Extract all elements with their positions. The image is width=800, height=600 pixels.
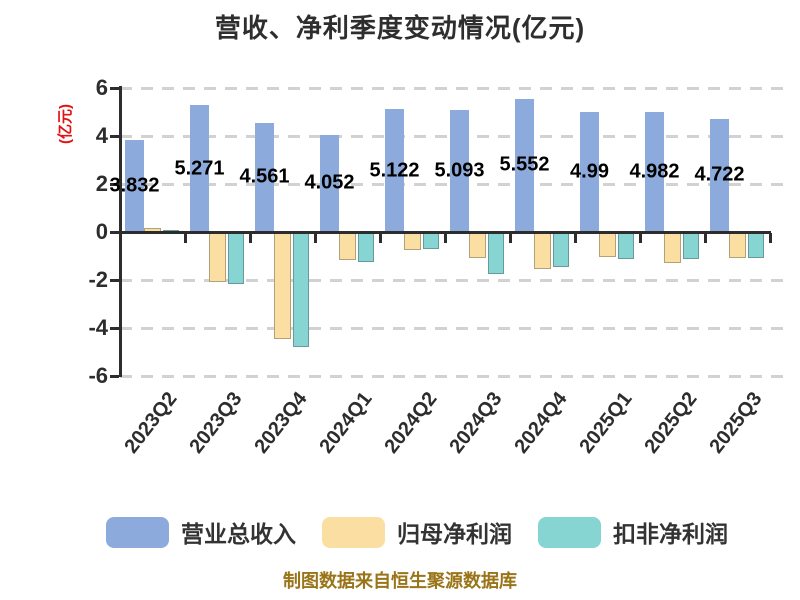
bar-segment — [645, 112, 664, 232]
x-tick — [313, 233, 317, 243]
legend-swatch — [106, 516, 169, 548]
bar-value-label: 3.832 — [109, 174, 160, 197]
y-tick-label: 2 — [95, 171, 108, 196]
bar-segment — [450, 109, 469, 232]
x-tick — [118, 233, 122, 243]
y-tick-label: 6 — [95, 75, 108, 100]
legend-label: 扣非净利润 — [613, 521, 728, 547]
bar-segment — [274, 232, 291, 339]
legend-label: 归母净利润 — [397, 521, 512, 547]
x-tick — [638, 233, 642, 243]
x-tick — [248, 233, 252, 243]
x-tick — [573, 233, 577, 243]
x-tick — [378, 233, 382, 243]
bar-segment — [339, 232, 356, 261]
bar-segment — [683, 232, 699, 260]
gridline — [120, 326, 783, 330]
legend-item: 营业总收入 — [106, 515, 296, 549]
x-tick-label: 2025Q2 — [640, 388, 702, 458]
y-tick-label: -2 — [88, 267, 108, 292]
gridline — [120, 374, 783, 378]
y-tick-label: -4 — [88, 315, 108, 340]
y-tick-label: 0 — [95, 219, 108, 244]
bar-segment — [469, 232, 486, 259]
bar-value-label: 5.122 — [369, 159, 420, 182]
x-tick-label: 2024Q3 — [445, 388, 507, 458]
bar-value-label: 4.99 — [570, 160, 609, 183]
bar-segment — [404, 232, 421, 250]
bar-segment — [358, 232, 374, 262]
y-tick-label: -6 — [88, 363, 108, 388]
x-tick-label: 2023Q3 — [185, 388, 247, 458]
y-tick — [110, 86, 119, 90]
bar-segment — [190, 105, 209, 232]
x-tick — [443, 233, 447, 243]
legend-swatch — [538, 516, 601, 548]
bar-value-label: 4.561 — [239, 165, 290, 188]
bar-value-label: 5.552 — [499, 153, 550, 176]
y-tick — [110, 326, 119, 330]
x-tick — [508, 233, 512, 243]
y-tick — [110, 134, 119, 138]
x-tick-label: 2023Q4 — [250, 388, 312, 458]
bar-segment — [228, 232, 244, 284]
legend: 营业总收入 归母净利润 扣非净利润 — [106, 515, 728, 549]
y-tick — [110, 374, 119, 378]
y-tick — [110, 182, 119, 186]
bar-segment — [618, 232, 634, 260]
bar-segment — [255, 122, 274, 232]
zero-line — [120, 230, 771, 234]
bar-segment — [125, 140, 144, 232]
bar-value-label: 5.093 — [434, 159, 485, 182]
gridline — [120, 278, 783, 282]
x-tick-label: 2024Q1 — [315, 388, 377, 458]
bar-value-label: 5.271 — [174, 157, 225, 180]
bar-segment — [293, 232, 309, 347]
legend-item: 扣非净利润 — [538, 515, 728, 549]
x-tick — [768, 233, 772, 243]
y-tick — [110, 230, 119, 234]
footer-note: 制图数据来自恒生聚源数据库 — [283, 571, 517, 591]
bar-segment — [385, 109, 404, 232]
bar-segment — [534, 232, 551, 269]
bar-segment — [515, 98, 534, 232]
gridline — [120, 86, 783, 90]
x-tick-label: 2023Q2 — [120, 388, 182, 458]
chart-title: 营收、净利季度变动情况(亿元) — [214, 13, 586, 43]
x-tick-label: 2025Q3 — [705, 388, 767, 458]
bar-segment — [748, 232, 764, 258]
bar-segment — [729, 232, 746, 258]
bar-value-label: 4.722 — [694, 163, 745, 186]
bar-segment — [320, 134, 339, 232]
bar-segment — [664, 232, 681, 264]
bar-segment — [599, 232, 616, 258]
bar-segment — [553, 232, 569, 268]
bar-value-label: 4.982 — [629, 160, 680, 183]
bar-segment — [209, 232, 226, 282]
y-axis-unit-label: (亿元) — [57, 104, 74, 144]
y-tick-label: 4 — [95, 123, 108, 148]
x-tick-label: 2025Q1 — [575, 388, 637, 458]
x-tick — [703, 233, 707, 243]
y-tick — [110, 278, 119, 282]
bar-segment — [488, 232, 504, 274]
bar-segment — [710, 118, 729, 232]
x-tick-label: 2024Q4 — [510, 388, 572, 458]
x-tick — [183, 233, 187, 243]
legend-swatch — [322, 516, 385, 548]
x-tick-label: 2024Q2 — [380, 388, 442, 458]
bar-segment — [580, 112, 599, 232]
bar-segment — [423, 232, 439, 249]
bar-value-label: 4.052 — [304, 171, 355, 194]
legend-item: 归母净利润 — [322, 515, 512, 549]
legend-label: 营业总收入 — [181, 521, 296, 547]
